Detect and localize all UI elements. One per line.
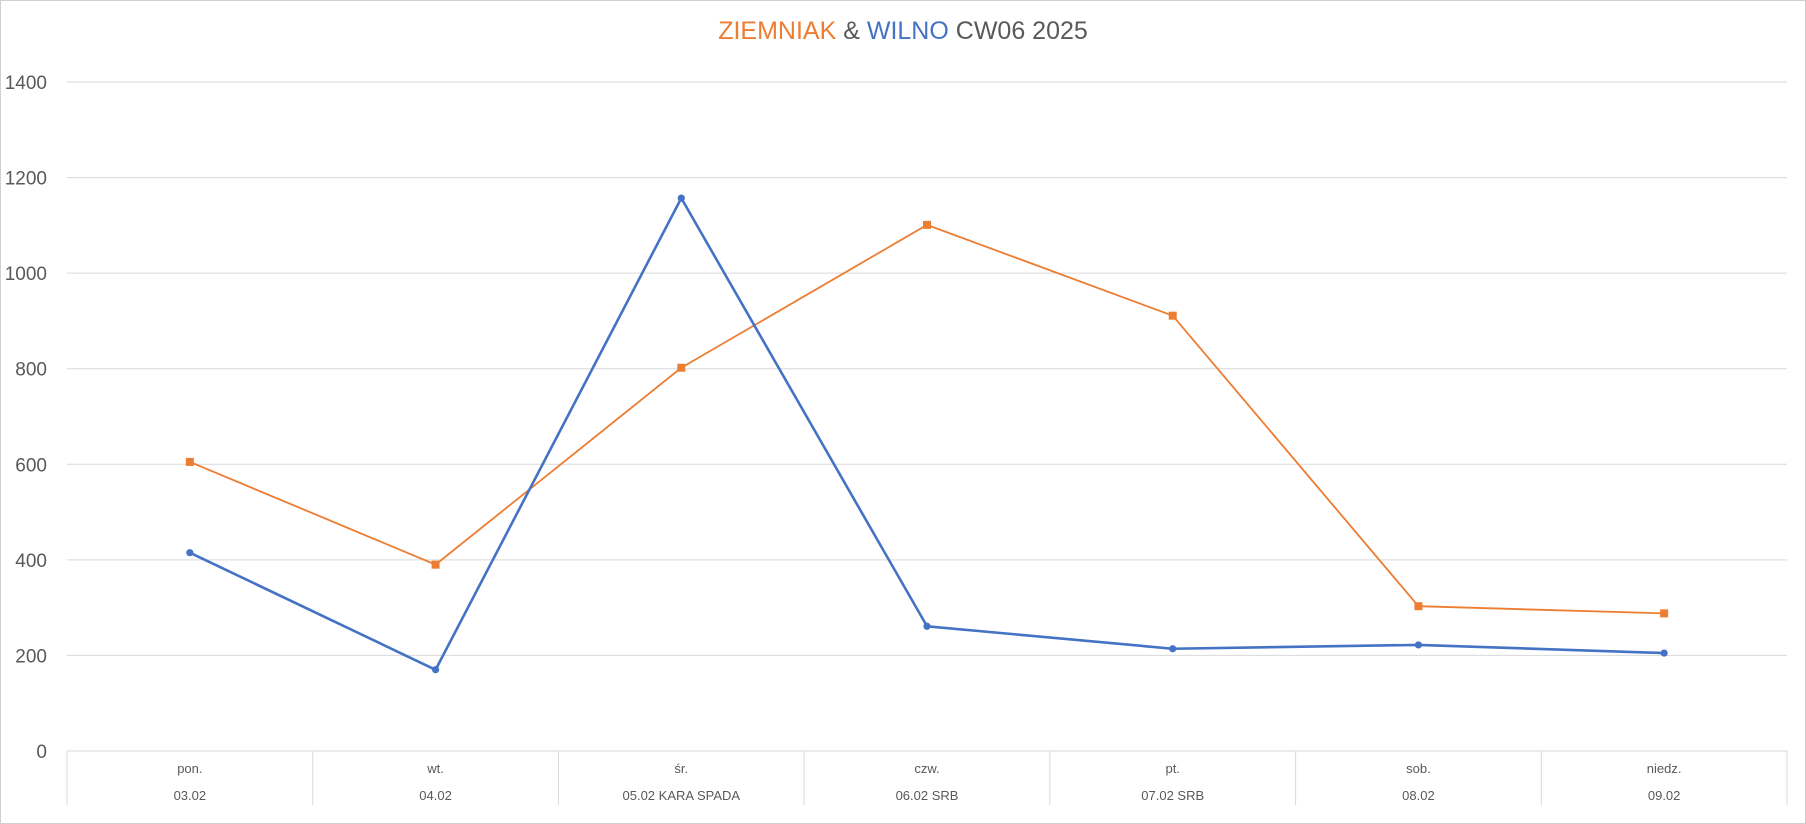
grid-lines [67, 81, 1787, 656]
x-category-day: pt. [1165, 761, 1179, 776]
chart-title-part: & [836, 17, 867, 45]
data-point-ziemniak [1168, 311, 1177, 320]
chart-title-part: CW06 2025 [949, 17, 1088, 45]
x-category-day: niedz. [1647, 761, 1682, 776]
chart-title: ZIEMNIAK & WILNO CW06 2025 [718, 17, 1088, 45]
data-point-ziemniak [923, 220, 931, 229]
y-tick-label: 1000 [5, 264, 47, 285]
y-tick-label: 400 [15, 551, 47, 572]
series-line-wilno [189, 196, 1665, 672]
data-point-wilno [677, 194, 685, 202]
y-tick-label: 1200 [5, 169, 47, 190]
x-category-date: 04.02 [419, 788, 452, 803]
x-category-date: 07.02 SRB [1141, 788, 1204, 803]
x-category-day: sob. [1406, 761, 1431, 776]
y-tick-label: 200 [15, 646, 47, 667]
chart-title-part: ZIEMNIAK [718, 17, 836, 45]
y-tick-label: 1400 [5, 73, 47, 94]
x-category-date: 09.02 [1648, 788, 1681, 803]
data-point-wilno [1169, 645, 1177, 653]
data-point-wilno [1660, 649, 1668, 657]
y-tick-label: 800 [15, 360, 47, 381]
data-point-ziemniak [185, 457, 194, 466]
series-line-ziemniak [189, 223, 1665, 615]
data-point-ziemniak [1660, 609, 1669, 618]
chart-title-part: WILNO [867, 17, 949, 45]
x-axis-categories: pon. 03.02 wt. 04.02 śr. 05.02 KARA SPADA czw.… [66, 750, 1788, 805]
series-wilno [186, 194, 1668, 674]
series-lines [185, 194, 1669, 674]
data-point-wilno [431, 666, 440, 674]
data-point-wilno [186, 549, 194, 557]
x-category-day: wt. [426, 761, 444, 776]
y-tick-label: 600 [15, 455, 47, 476]
data-point-wilno [923, 622, 931, 630]
x-category-date: 05.02 KARA SPADA [623, 788, 741, 803]
data-point-ziemniak [431, 560, 440, 569]
x-category-date: 06.02 SRB [896, 788, 959, 803]
x-category-day: pon. [177, 761, 202, 776]
series-ziemniak [185, 220, 1669, 618]
data-point-ziemniak [677, 363, 686, 372]
y-tick-label: 0 [36, 742, 47, 763]
y-axis-ticks: 0 200 400 600 800 1000 1200 1400 [5, 73, 47, 763]
x-category-day: czw. [914, 761, 939, 776]
data-point-wilno [1414, 641, 1423, 649]
x-category-day: śr. [674, 761, 688, 776]
x-category-date: 08.02 [1402, 788, 1435, 803]
data-point-ziemniak [1414, 602, 1423, 611]
x-category-date: 03.02 [174, 788, 207, 803]
